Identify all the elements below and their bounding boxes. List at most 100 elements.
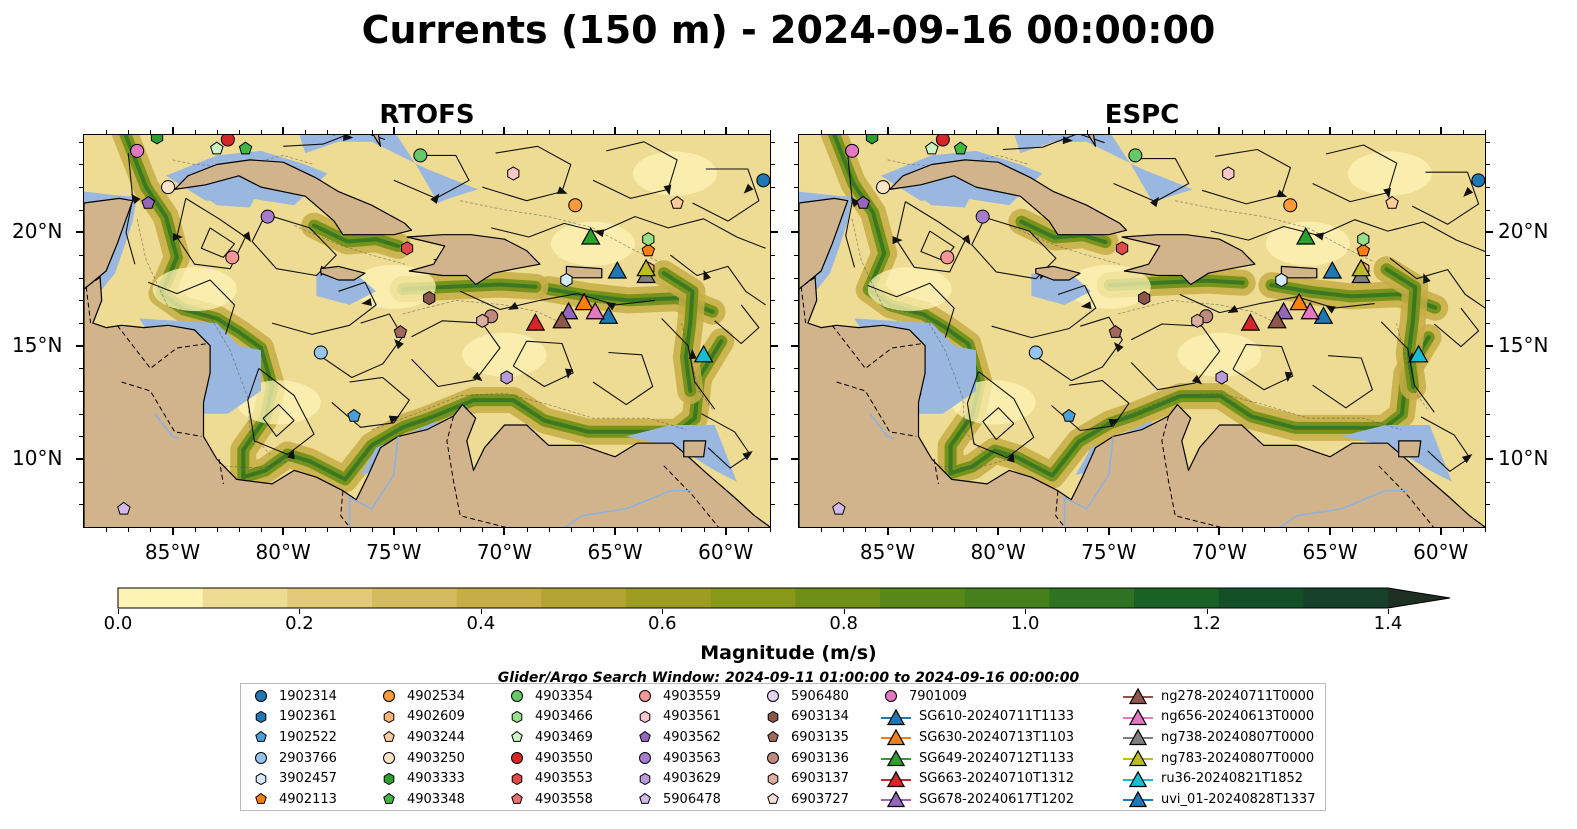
major-tick bbox=[1218, 127, 1221, 134]
legend-label: 6903135 bbox=[791, 729, 849, 745]
legend-label: 1902522 bbox=[279, 729, 337, 745]
legend-item: 1902361 bbox=[251, 707, 337, 728]
legend-marker-icon bbox=[881, 749, 911, 767]
streamline bbox=[1113, 158, 1190, 203]
streamline bbox=[867, 282, 955, 338]
lon-tick-label: 65°W bbox=[1302, 540, 1358, 564]
streamline-arrow bbox=[1383, 187, 1391, 199]
legend-item: 6903727 bbox=[763, 789, 849, 810]
country-border bbox=[663, 465, 719, 527]
lon-tick-label: 75°W bbox=[1081, 540, 1137, 564]
minor-tick bbox=[1130, 130, 1132, 134]
isobath bbox=[1009, 225, 1121, 265]
legend-column: 1902314 1902361 1902522 2903766 3902457 49021… bbox=[251, 686, 337, 810]
streamline bbox=[1380, 321, 1435, 413]
legend-item: 4903333 bbox=[379, 768, 465, 789]
minor-tick bbox=[703, 528, 705, 532]
streamline-arrow bbox=[703, 269, 711, 281]
streamline bbox=[966, 371, 1035, 459]
legend-label: 4903333 bbox=[407, 771, 465, 787]
major-tick bbox=[282, 127, 285, 134]
legend-item: SG663-20240710T1312 bbox=[881, 768, 1074, 789]
minor-tick bbox=[1374, 528, 1376, 532]
isobath bbox=[460, 200, 660, 263]
minor-tick bbox=[1020, 130, 1022, 134]
minor-tick bbox=[1486, 413, 1490, 415]
legend-marker-icon bbox=[1123, 729, 1153, 746]
observation-marker bbox=[1273, 301, 1294, 320]
observation-marker bbox=[693, 344, 714, 363]
major-tick bbox=[1218, 528, 1221, 535]
minor-tick bbox=[637, 130, 639, 134]
minor-tick bbox=[771, 164, 775, 166]
observation-marker bbox=[401, 241, 414, 256]
legend-column: 7901009 SG610-20240711T1133 SG630-20240713… bbox=[881, 686, 1074, 810]
current-jet bbox=[661, 271, 695, 393]
minor-tick bbox=[1241, 528, 1243, 532]
colorbar-segment bbox=[795, 588, 881, 608]
legend-item: SG649-20240712T1133 bbox=[881, 748, 1074, 769]
panel-title-espc: ESPC bbox=[1104, 100, 1180, 130]
observation-marker bbox=[238, 141, 253, 155]
streamline bbox=[247, 367, 315, 456]
minor-tick bbox=[1486, 391, 1490, 393]
colorbar-tick-label: 1.2 bbox=[1192, 613, 1221, 634]
colorbar-tick bbox=[480, 609, 482, 614]
minor-tick bbox=[327, 130, 329, 134]
observation-marker bbox=[975, 209, 990, 224]
streamline bbox=[1389, 257, 1485, 309]
panel-title-rtofs: RTOFS bbox=[379, 100, 475, 130]
observation-marker bbox=[642, 232, 655, 247]
observation-marker bbox=[1215, 370, 1228, 385]
minor-tick bbox=[415, 528, 417, 532]
streamline bbox=[670, 254, 766, 306]
major-tick bbox=[724, 127, 727, 134]
minor-tick bbox=[909, 528, 911, 532]
streamline-arrow bbox=[565, 368, 573, 379]
minor-tick bbox=[794, 255, 798, 257]
major-tick bbox=[503, 127, 506, 134]
observation-marker bbox=[393, 324, 408, 338]
legend-label: 6903727 bbox=[791, 791, 849, 807]
streamline-arrow bbox=[507, 301, 519, 310]
legend-label: 4903250 bbox=[407, 750, 465, 766]
isobath bbox=[402, 299, 571, 328]
legend-label: 5906480 bbox=[791, 688, 849, 704]
major-tick bbox=[886, 127, 889, 134]
lon-tick-label: 60°W bbox=[698, 540, 754, 564]
isobath bbox=[851, 218, 986, 455]
observation-marker bbox=[925, 141, 939, 155]
land-hispaniola bbox=[406, 234, 541, 286]
minor-tick bbox=[1064, 130, 1066, 134]
minor-tick bbox=[1042, 528, 1044, 532]
land-cuba bbox=[889, 159, 1128, 236]
legend-marker-icon bbox=[511, 772, 523, 785]
observation-marker bbox=[347, 408, 361, 422]
colorbar-tick bbox=[1025, 609, 1027, 614]
lon-tick-label: 70°W bbox=[476, 540, 533, 564]
observation-marker bbox=[220, 135, 235, 147]
minor-tick bbox=[1197, 130, 1199, 134]
minor-tick bbox=[681, 528, 683, 532]
low-speed-area bbox=[1347, 151, 1432, 196]
land-bahamas2 bbox=[1087, 135, 1097, 147]
minor-tick bbox=[794, 481, 798, 483]
legend-item: 1902522 bbox=[251, 727, 337, 748]
observation-marker bbox=[150, 135, 164, 145]
streamline-arrow bbox=[472, 371, 483, 382]
minor-tick bbox=[1486, 300, 1490, 302]
major-tick bbox=[771, 344, 778, 347]
legend-item: 4902113 bbox=[251, 789, 337, 810]
streamline bbox=[971, 216, 1057, 280]
shallow-water bbox=[1014, 135, 1193, 203]
streamline-arrow bbox=[688, 348, 697, 360]
minor-tick bbox=[106, 528, 108, 532]
minor-tick bbox=[1374, 130, 1376, 134]
major-tick bbox=[76, 344, 83, 347]
observation-marker bbox=[260, 209, 275, 224]
legend-marker-icon bbox=[1123, 770, 1153, 787]
streamline bbox=[1130, 323, 1221, 391]
legend-marker-icon bbox=[881, 790, 911, 808]
observation-marker bbox=[832, 501, 846, 515]
minor-tick bbox=[771, 187, 775, 189]
